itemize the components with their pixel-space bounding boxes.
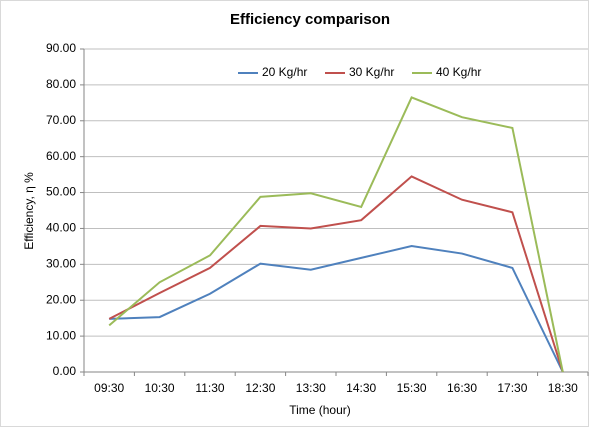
y-axis-label: Efficiency, η %	[22, 172, 36, 250]
x-tick-label: 18:30	[548, 381, 578, 395]
legend-label: 40 Kg/hr	[436, 65, 481, 79]
x-tick-label: 12:30	[245, 381, 275, 395]
y-tick-label: 20.00	[46, 292, 76, 306]
y-tick-label: 60.00	[46, 149, 76, 163]
x-tick-label: 11:30	[195, 381, 224, 395]
y-tick-label: 40.00	[46, 221, 76, 235]
y-tick-label: 50.00	[46, 185, 76, 199]
series-line	[108, 96, 564, 373]
series-line	[108, 175, 564, 373]
y-tick-label: 70.00	[46, 113, 76, 127]
x-tick-label: 10:30	[145, 381, 175, 395]
y-tick-label: 10.00	[46, 328, 76, 342]
x-tick-label: 13:30	[296, 381, 326, 395]
legend-label: 20 Kg/hr	[262, 65, 307, 79]
chart-title: Efficiency comparison	[230, 11, 390, 28]
x-axis-label: Time (hour)	[289, 403, 351, 417]
series-line	[109, 245, 564, 373]
x-tick-label: 16:30	[447, 381, 477, 395]
legend-label: 30 Kg/hr	[349, 65, 394, 79]
x-tick-label: 17:30	[497, 381, 527, 395]
x-tick-label: 15:30	[397, 381, 427, 395]
y-tick-label: 0.00	[53, 364, 77, 378]
y-tick-label: 90.00	[46, 41, 76, 55]
x-tick-label: 09:30	[94, 381, 124, 395]
y-tick-label: 80.00	[46, 77, 76, 91]
y-tick-label: 30.00	[46, 257, 76, 271]
x-tick-label: 14:30	[346, 381, 376, 395]
